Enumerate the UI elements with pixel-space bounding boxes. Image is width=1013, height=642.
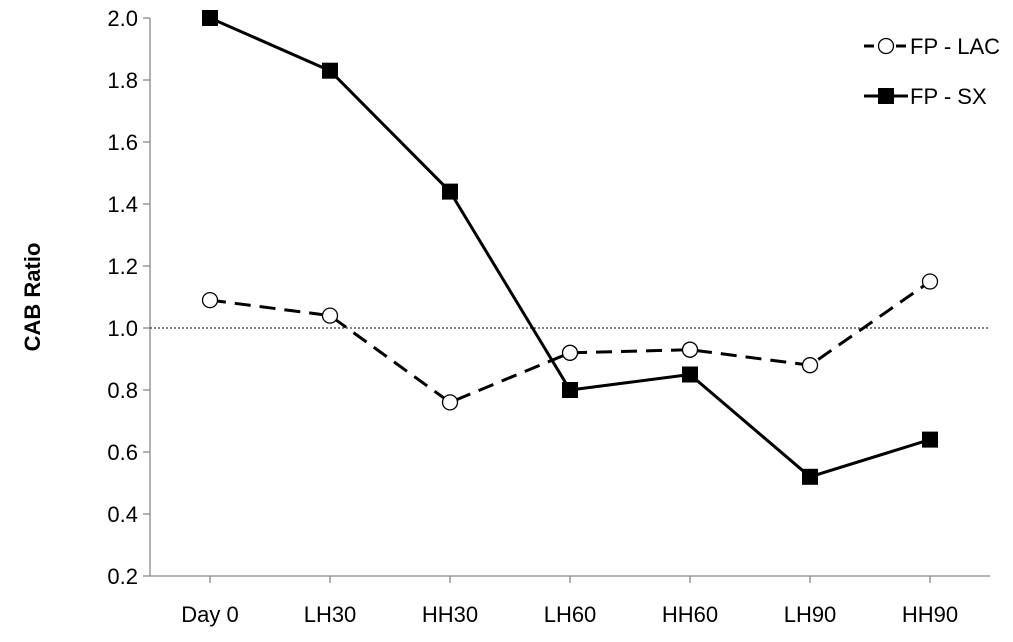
data-point [921,273,939,290]
data-point [801,357,819,374]
y-tick-label: 0.4 [107,502,138,527]
data-point [202,10,218,26]
y-tick-label: 0.8 [107,378,138,403]
y-tick-label: 1.2 [107,254,138,279]
x-tick-label: LH60 [544,602,597,627]
y-tick-label: 0.6 [107,440,138,465]
data-point [562,382,578,398]
x-tick-label: LH90 [784,602,837,627]
y-tick-label: 2.0 [107,6,138,31]
legend-label: FP - LAC [910,34,1000,59]
x-tick-label: HH30 [422,602,478,627]
series-fp-sx [202,10,938,485]
data-point [802,468,818,485]
y-tick-label: 1.4 [107,192,138,217]
data-point [321,307,339,324]
x-tick-label: HH60 [662,602,718,627]
series-fp-lac [201,273,939,411]
data-point [201,291,219,309]
legend-marker [878,88,894,104]
series-line [209,16,931,479]
data-point [322,62,338,79]
y-tick-label: 1.6 [107,130,138,155]
data-point [922,431,938,448]
legend-item: FP - LAC [864,34,1000,59]
data-point [442,183,458,200]
data-point [441,394,459,411]
data-point [682,366,698,383]
x-tick-label: LH30 [304,602,357,627]
data-point [561,344,579,361]
legend: FP - LAC FP - SX [864,34,1000,109]
x-tick-label: HH90 [902,602,958,627]
series-group [201,10,939,485]
legend-item: FP - SX [864,84,987,109]
y-axis-title: CAB Ratio [20,243,45,352]
legend-label: FP - SX [910,84,987,109]
y-tick-label: 1.8 [107,68,138,93]
y-tick-label: 1.0 [107,316,138,341]
data-point [681,341,699,358]
legend-marker [877,37,895,55]
axes: 0.2 0.4 0.6 0.8 1.0 1.2 1.4 1.6 1.8 2.0 Day 0 LH30 H… [107,6,990,627]
x-tick-label: Day 0 [181,602,238,627]
y-tick-label: 0.2 [107,564,138,589]
